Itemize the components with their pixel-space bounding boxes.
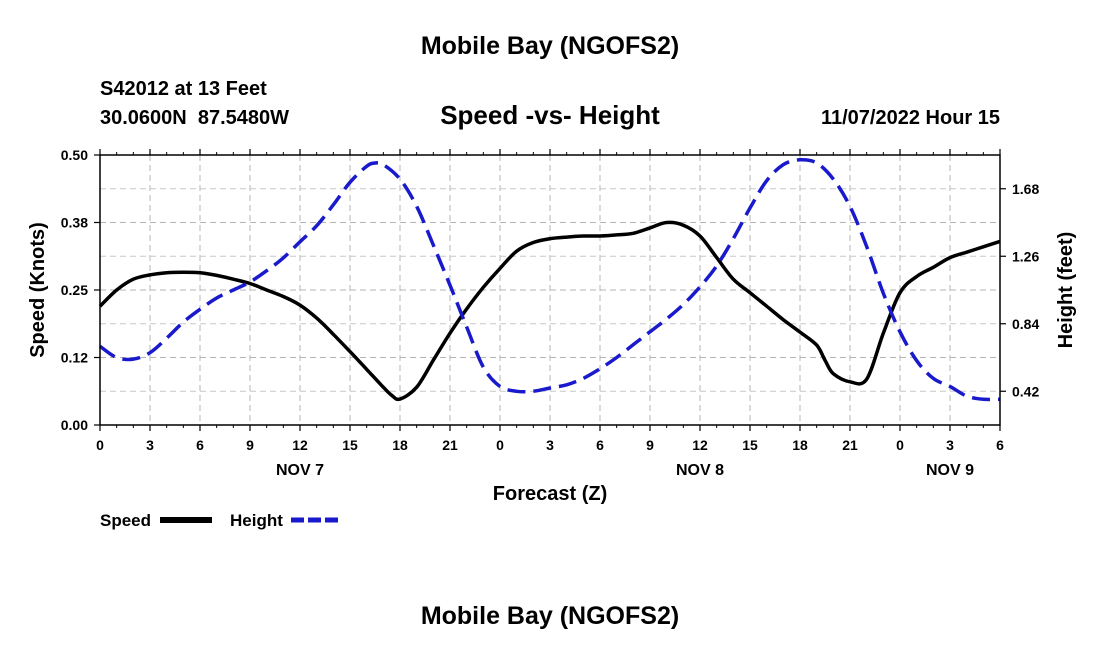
y-right-tick-label: 0.42 — [1012, 383, 1039, 399]
y-left-tick-label: 0.50 — [61, 147, 88, 163]
legend: Speed Height — [100, 511, 342, 530]
legend-height-label: Height — [230, 511, 283, 530]
series-layer — [98, 157, 1001, 402]
x-tick-label: 0 — [96, 437, 104, 453]
x-tick-label: 6 — [996, 437, 1004, 453]
series-line-height — [98, 157, 1001, 402]
y-right-tick-label: 1.26 — [1012, 248, 1039, 264]
x-tick-label: 6 — [596, 437, 604, 453]
plot-frame — [99, 154, 1001, 426]
x-tick-label: 6 — [196, 437, 204, 453]
y-axis-right-label: Height (feet) — [1055, 232, 1077, 349]
grid — [100, 155, 1000, 425]
series-line-speed — [98, 220, 1001, 402]
x-tick-label: 12 — [692, 437, 708, 453]
ticks: 0 3 6 9 12 15 18 21 0 3 6 9 12 15 18 21 0 3 6 NOV 7 NOV 8 NOV… — [61, 147, 1040, 479]
day-label: NOV 8 — [676, 462, 724, 479]
y-left-tick-label: 0.38 — [61, 215, 88, 231]
x-tick-label: 15 — [742, 437, 758, 453]
footer-title: Mobile Bay (NGOFS2) — [421, 602, 679, 630]
x-tick-label: 3 — [146, 437, 154, 453]
x-tick-label: 9 — [246, 437, 254, 453]
day-label: NOV 9 — [926, 462, 974, 479]
y-left-tick-label: 0.12 — [61, 350, 88, 366]
x-tick-label: 9 — [646, 437, 654, 453]
chart-title: Mobile Bay (NGOFS2) — [421, 32, 679, 60]
x-tick-label: 3 — [946, 437, 954, 453]
x-tick-label: 15 — [342, 437, 358, 453]
legend-speed-label: Speed — [100, 511, 151, 530]
y-left-tick-label: 0.00 — [61, 417, 88, 433]
x-tick-label: 21 — [842, 437, 858, 453]
y-right-tick-label: 1.68 — [1012, 181, 1039, 197]
y-axis-left-label: Speed (Knots) — [27, 222, 49, 358]
x-tick-label: 21 — [442, 437, 458, 453]
x-tick-label: 18 — [392, 437, 408, 453]
coordinates-label: 30.0600N 87.5480W — [100, 107, 289, 129]
day-label: NOV 7 — [276, 462, 324, 479]
timestamp-label: 11/07/2022 Hour 15 — [821, 107, 1000, 129]
chart-subtitle: Speed -vs- Height — [440, 100, 660, 130]
x-axis-label: Forecast (Z) — [493, 483, 607, 505]
x-tick-label: 0 — [896, 437, 904, 453]
x-tick-label: 3 — [546, 437, 554, 453]
x-tick-label: 12 — [292, 437, 308, 453]
x-tick-label: 0 — [496, 437, 504, 453]
y-right-tick-label: 0.84 — [1012, 316, 1039, 332]
x-tick-label: 18 — [792, 437, 808, 453]
y-left-tick-label: 0.25 — [61, 282, 88, 298]
station-label: S42012 at 13 Feet — [100, 78, 267, 100]
